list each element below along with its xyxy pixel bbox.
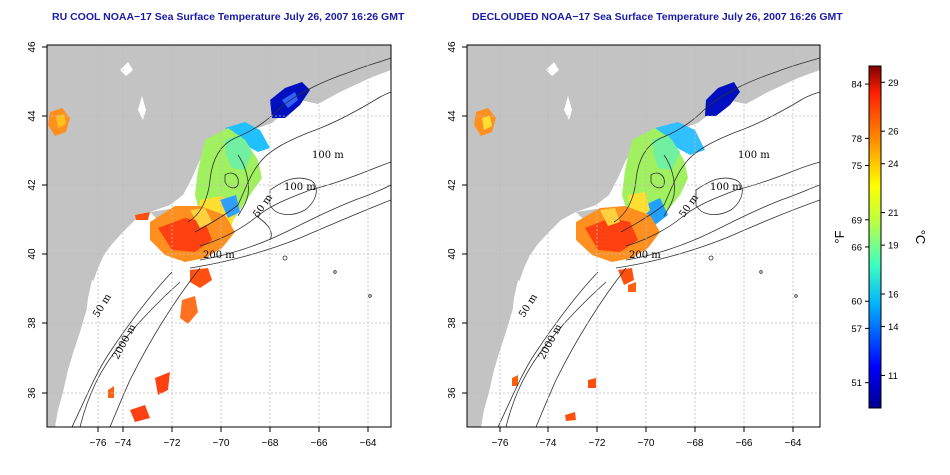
right-lon-labels: −76 −74 −72 −70 −68 −66 −64 (492, 438, 802, 449)
map-frame-left (46, 44, 392, 428)
lat-tick-label: 46 (27, 41, 38, 53)
left-lat-labels: 36 38 40 42 44 46 (27, 41, 38, 399)
lon-tick-label: −70 (638, 438, 655, 449)
fahrenheit-tick-label: 66 (851, 242, 862, 253)
lon-tick-label: −74 (540, 438, 557, 449)
lon-tick-label: −66 (736, 438, 753, 449)
lat-tick-label: 40 (27, 248, 38, 260)
celsius-tick-label: 14 (888, 322, 899, 333)
lon-tick-label: −76 (90, 438, 107, 449)
lon-tick-label: −68 (687, 438, 704, 449)
celsius-tick-label: 24 (888, 159, 899, 170)
celsius-tick-label: 26 (888, 127, 899, 138)
fahrenheit-tick-label: 84 (851, 80, 862, 91)
colorbar-gradient (868, 65, 882, 409)
right-lat-labels: 36 38 40 42 44 46 (447, 41, 458, 399)
lon-tick-label: −68 (262, 438, 279, 449)
lat-tick-label: 42 (447, 179, 458, 191)
contour-label: 100 m (738, 150, 770, 161)
left-axis-ticks (42, 46, 369, 432)
lat-tick-label: 38 (447, 317, 458, 329)
land-mass (47, 45, 391, 427)
contour-label: 200 m (203, 250, 235, 261)
contour-label: 200 m (629, 250, 661, 261)
lon-tick-label: −64 (360, 438, 377, 449)
lat-tick-label: 42 (27, 179, 38, 191)
fahrenheit-tick-label: 57 (851, 324, 862, 335)
fahrenheit-ticks: 84 78 75 69 66 60 57 51 (851, 80, 869, 389)
fahrenheit-tick-label: 78 (851, 134, 862, 145)
lat-tick-label: 40 (447, 248, 458, 260)
lon-tick-label: −72 (589, 438, 606, 449)
lat-tick-label: 38 (27, 317, 38, 329)
celsius-tick-label: 16 (888, 290, 899, 301)
celsius-ticks: 29 26 24 21 19 16 14 11 (881, 78, 899, 382)
right-axis-ticks (462, 46, 794, 432)
celsius-unit-label: °C (913, 230, 928, 245)
celsius-tick-label: 11 (888, 371, 898, 382)
graticule (467, 45, 820, 427)
lon-tick-label: −74 (115, 438, 132, 449)
temperature-colorbar: 84 78 75 69 66 60 57 51 29 26 24 21 19 16 14 11 °F °C (832, 65, 928, 409)
lon-tick-label: −76 (492, 438, 509, 449)
bathymetry-contours (71, 57, 391, 427)
lon-tick-label: −64 (785, 438, 802, 449)
lat-tick-label: 46 (447, 41, 458, 53)
lon-tick-label: −66 (311, 438, 328, 449)
contour-label: 100 m (284, 182, 316, 193)
left-lon-labels: −76 −74 −72 −70 −68 −66 −64 (90, 438, 377, 449)
map-frame-right (466, 44, 821, 428)
celsius-tick-label: 29 (888, 78, 899, 89)
map-panel-right: 100 m 100 m 50 m 200 m 50 m 2000 m (467, 45, 820, 427)
map-title-right: DECLOUDED NOAA−17 Sea Surface Temperatur… (472, 11, 843, 23)
graticule (47, 45, 391, 427)
celsius-tick-label: 19 (888, 241, 899, 252)
fahrenheit-tick-label: 51 (851, 378, 862, 389)
lat-tick-label: 44 (447, 110, 458, 122)
map-panel-left: 100 m 100 m 50 m 200 m 50 m 2000 m (47, 45, 391, 427)
fahrenheit-tick-label: 75 (851, 161, 862, 172)
fahrenheit-tick-label: 60 (851, 297, 862, 308)
lon-tick-label: −72 (164, 438, 181, 449)
contour-label: 100 m (312, 150, 344, 161)
bathymetry-contours (497, 57, 820, 427)
fahrenheit-tick-label: 69 (851, 215, 862, 226)
celsius-tick-label: 21 (888, 208, 899, 219)
lat-tick-label: 36 (27, 387, 38, 399)
lon-tick-label: −70 (213, 438, 230, 449)
lat-tick-label: 36 (447, 387, 458, 399)
contour-label: 100 m (710, 182, 742, 193)
fahrenheit-unit-label: °F (832, 230, 847, 243)
map-title-left: RU COOL NOAA−17 Sea Surface Temperature … (52, 11, 405, 23)
lat-tick-label: 44 (27, 110, 38, 122)
